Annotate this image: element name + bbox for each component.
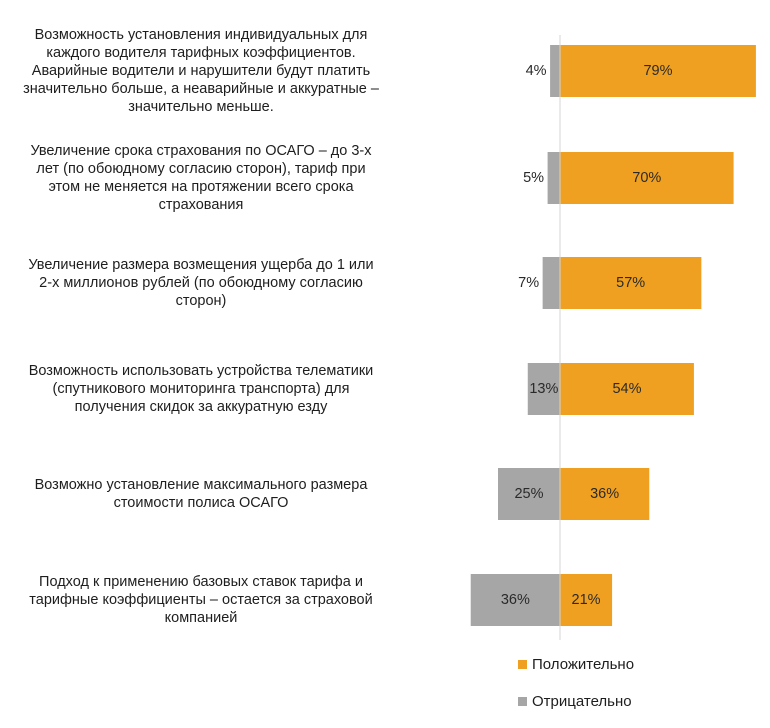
category-label-line: Подход к применению базовых ставок тариф… (39, 574, 363, 590)
value-label-positive-4: 36% (590, 486, 619, 502)
legend-swatch-negative (518, 697, 527, 706)
value-label-positive-5: 21% (572, 592, 601, 608)
category-label-line: Увеличение срока страхования по ОСАГО – … (30, 143, 372, 159)
category-label-1: Увеличение срока страхования по ОСАГО – … (6, 142, 396, 214)
category-label-line: (спутникового мониторинга транспорта) дл… (52, 381, 350, 397)
value-label-positive-2: 57% (616, 275, 645, 291)
bar-positive-4 (560, 468, 650, 520)
value-label-negative-3: 13% (529, 381, 558, 397)
bar-positive-3 (560, 363, 694, 415)
category-label-line: Аварийные водители и нарушители будут пл… (31, 63, 371, 79)
value-labels: 79% 4% 70% 5% 57% 7% 54% 13% 36% 25% 21% 36% (501, 63, 673, 608)
value-label-positive-1: 70% (632, 170, 661, 186)
category-label-line: страхования (158, 197, 244, 213)
negative-series-bars (470, 45, 560, 626)
bar-positive-0 (560, 45, 756, 97)
bar-positive-1 (560, 152, 734, 204)
category-label-line: компанией (164, 610, 238, 626)
category-label-line: Возможность использовать устройства теле… (28, 363, 374, 379)
category-label-line: значительно меньше. (128, 99, 274, 115)
category-label-line: Возможность установления индивидуальных … (34, 27, 368, 43)
bar-negative-1 (547, 152, 560, 204)
value-label-positive-0: 79% (643, 63, 672, 79)
value-label-positive-3: 54% (612, 381, 641, 397)
category-label-line: лет (по обоюдному согласию сторон), тари… (36, 161, 366, 177)
category-label-4: Возможно установление максимального разм… (6, 476, 396, 512)
category-label-0: Возможность установления индивидуальных … (6, 26, 396, 116)
bar-negative-4 (498, 468, 560, 520)
value-label-negative-2: 7% (518, 275, 539, 291)
legend-label-negative: Отрицательно (532, 693, 632, 710)
positive-series-bars (560, 45, 756, 626)
bar-negative-3 (527, 363, 560, 415)
category-label-line: стоимости полиса ОСАГО (113, 495, 289, 511)
bar-positive-5 (560, 574, 613, 626)
category-label-line: Возможно установление максимального разм… (34, 477, 368, 493)
category-label-5: Подход к применению базовых ставок тариф… (6, 573, 396, 627)
legend-label-positive: Положительно (532, 656, 635, 673)
bar-negative-5 (470, 574, 560, 626)
category-label-line: значительно больше, а неаварийные и акку… (23, 81, 379, 97)
category-label-2: Увеличение размера возмещения ущерба до … (6, 256, 396, 310)
category-label-line: 2-х миллионов рублей (по обоюдному согла… (39, 275, 363, 291)
legend-item-positive: Положительно (518, 656, 634, 673)
category-label-line: сторон) (175, 293, 227, 309)
value-label-negative-4: 25% (514, 486, 543, 502)
value-label-negative-1: 5% (523, 170, 544, 186)
legend-item-negative: Отрицательно (518, 693, 632, 710)
category-label-line: Увеличение размера возмещения ущерба до … (28, 257, 374, 273)
category-label-3: Возможность использовать устройства теле… (6, 362, 396, 416)
category-label-line: тарифные коэффициенты – остается за стра… (29, 592, 373, 608)
bar-positive-2 (560, 257, 702, 309)
value-label-negative-0: 4% (526, 63, 547, 79)
bar-negative-2 (542, 257, 560, 309)
category-label-line: этом не меняется на протяжении всего сро… (48, 179, 354, 195)
category-label-line: каждого водителя тарифных коэффициентов. (46, 45, 356, 61)
legend-swatch-positive (518, 660, 527, 669)
bar-negative-0 (550, 45, 560, 97)
value-label-negative-5: 36% (501, 592, 530, 608)
category-label-line: получения скидок за аккуратную езду (74, 399, 328, 415)
